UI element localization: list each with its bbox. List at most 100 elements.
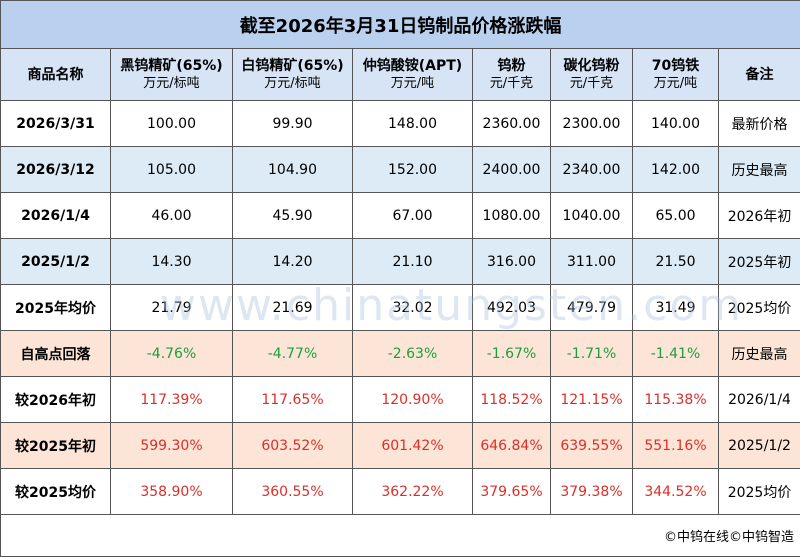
cell: 316.00 [473,239,551,285]
cell: -1.71% [551,331,633,377]
cell: 2340.00 [551,147,633,193]
header-name: 仲钨酸铵(APT) [363,58,462,74]
header-unit: 元/千克 [551,75,632,93]
cell: 32.02 [353,285,473,331]
cell: 31.49 [633,285,719,331]
row-label: 较2025均价 [1,469,111,515]
cell: 最新价格 [719,101,800,147]
cell: 117.65% [233,377,353,423]
cell: 118.52% [473,377,551,423]
row-label: 自高点回落 [1,331,111,377]
cell: 历史最高 [719,147,800,193]
header-cell: 商品名称 [1,49,111,101]
cell: 2400.00 [473,147,551,193]
cell: 551.16% [633,423,719,469]
cell: 65.00 [633,193,719,239]
cell: 152.00 [353,147,473,193]
cell: 2025/1/2 [719,423,800,469]
cell: 21.10 [353,239,473,285]
cell: 2026/1/4 [719,377,800,423]
header-cell: 仲钨酸铵(APT)万元/吨 [353,49,473,101]
header-cell: 备注 [719,49,800,101]
header-name: 白钨精矿(65%) [241,58,343,74]
header-name: 黑钨精矿(65%) [120,58,222,74]
cell: 115.38% [633,377,719,423]
cell: 2025均价 [719,285,800,331]
cell: 140.00 [633,101,719,147]
header-row: 商品名称黑钨精矿(65%)万元/标吨白钨精矿(65%)万元/标吨仲钨酸铵(APT… [1,49,800,101]
cell: 2300.00 [551,101,633,147]
row-label: 2026/3/31 [1,101,111,147]
cell: 142.00 [633,147,719,193]
cell: -4.76% [111,331,233,377]
cell: 21.69 [233,285,353,331]
header-unit: 万元/标吨 [233,75,352,93]
cell: 2360.00 [473,101,551,147]
row-label: 较2025年初 [1,423,111,469]
cell: 14.30 [111,239,233,285]
cell: 46.00 [111,193,233,239]
cell: 599.30% [111,423,233,469]
cell: 2026年初 [719,193,800,239]
header-name: 商品名称 [28,67,84,83]
footer: ©中钨在线©中钨智造 [1,515,800,557]
cell: 历史最高 [719,331,800,377]
cell: 362.22% [353,469,473,515]
cell: 2025均价 [719,469,800,515]
header-name: 70钨铁 [652,58,699,74]
row-label: 2026/1/4 [1,193,111,239]
cell: 148.00 [353,101,473,147]
cell: 603.52% [233,423,353,469]
cell: 379.38% [551,469,633,515]
cell: -1.41% [633,331,719,377]
header-name: 碳化钨粉 [564,58,620,74]
header-cell: 白钨精矿(65%)万元/标吨 [233,49,353,101]
cell: 1040.00 [551,193,633,239]
header-name: 备注 [746,67,774,83]
cell: 99.90 [233,101,353,147]
cell: 358.90% [111,469,233,515]
row-label: 较2026年初 [1,377,111,423]
cell: 311.00 [551,239,633,285]
cell: 2025年初 [719,239,800,285]
header-cell: 70钨铁万元/吨 [633,49,719,101]
cell: 639.55% [551,423,633,469]
cell: 601.42% [353,423,473,469]
cell: 1080.00 [473,193,551,239]
row-label: 2026/3/12 [1,147,111,193]
cell: 646.84% [473,423,551,469]
cell: 45.90 [233,193,353,239]
row-label: 2025年均价 [1,285,111,331]
header-unit: 元/千克 [473,75,550,93]
header-cell: 钨粉元/千克 [473,49,551,101]
cell: -4.77% [233,331,353,377]
header-unit: 万元/吨 [633,75,718,93]
footer-row: ©中钨在线©中钨智造 [1,515,800,557]
data-row: 自高点回落-4.76%-4.77%-2.63%-1.67%-1.71%-1.41… [1,331,800,377]
table-title: 截至2026年3月31日钨制品价格涨跌幅 [1,1,800,49]
header-cell: 黑钨精矿(65%)万元/标吨 [111,49,233,101]
row-label: 2025/1/2 [1,239,111,285]
header-unit: 万元/吨 [353,75,472,93]
header-unit: 万元/标吨 [111,75,232,93]
cell: 21.50 [633,239,719,285]
cell: 21.79 [111,285,233,331]
cell: 105.00 [111,147,233,193]
cell: 120.90% [353,377,473,423]
cell: 117.39% [111,377,233,423]
cell: 479.79 [551,285,633,331]
cell: 14.20 [233,239,353,285]
cell: 379.65% [473,469,551,515]
header-name: 钨粉 [498,58,526,74]
cell: -2.63% [353,331,473,377]
